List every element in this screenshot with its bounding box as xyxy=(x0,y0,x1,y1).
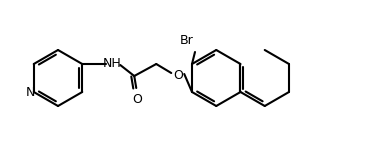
Text: N: N xyxy=(26,86,36,100)
Text: Br: Br xyxy=(180,33,194,46)
Text: O: O xyxy=(173,69,183,82)
Text: NH: NH xyxy=(103,58,122,71)
Text: O: O xyxy=(132,93,142,106)
